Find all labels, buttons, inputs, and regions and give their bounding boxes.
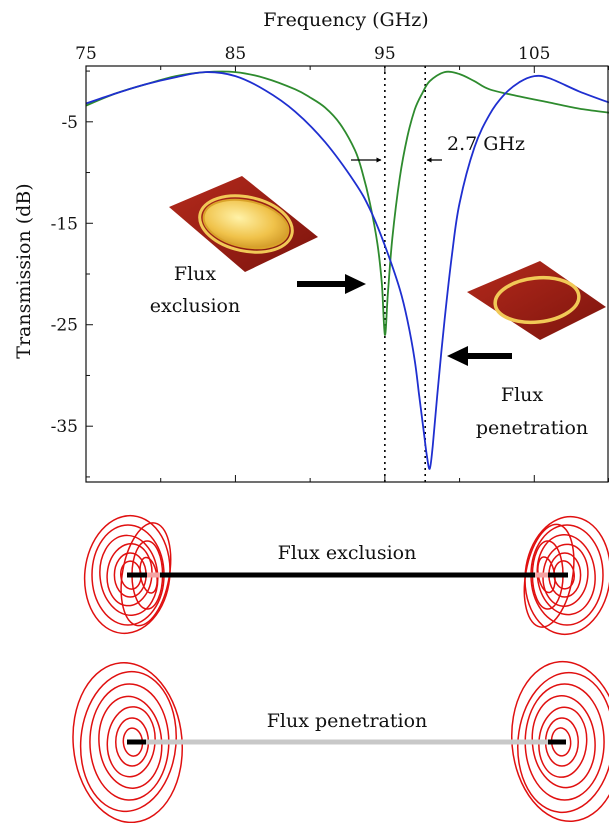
x-tick-label: 105 [518,44,550,64]
x-axis-title: Frequency (GHz) [263,9,428,31]
field-line-loop [120,522,172,627]
gold-ring [493,275,581,325]
flux-exclusion-inset: Flux exclusion [150,176,366,317]
resonance-marker-lines [384,66,427,482]
gold-disk [202,198,290,250]
field-line-loop [72,661,184,823]
transmission-chart: Frequency (GHz) Transmission (dB) 75 85 … [13,9,609,483]
field-line-loop [510,660,609,823]
plot-frame [85,65,609,483]
field-line-loop [99,534,159,616]
series-line-exclusion [85,70,609,336]
y-tick-label: -15 [51,214,78,234]
penetration-diagram-label: Flux penetration [267,710,428,732]
series-layer [85,70,609,470]
substrate-tile [467,261,606,340]
penetration-label-line1: Flux [501,384,543,406]
field-line-loop [536,534,596,616]
penetration-pointer-head [447,346,468,366]
separation-annotation: 2.7 GHz [351,133,525,163]
y-tick-label: -5 [61,113,78,133]
exclusion-diagram-label: Flux exclusion [278,542,417,564]
y-tick-label: -35 [51,417,78,437]
y-tick-labels: -5 -15 -25 -35 [51,113,78,437]
x-tick-labels: 75 85 95 105 [75,44,550,64]
x-tick-label: 75 [75,44,97,64]
tick-marks [85,66,609,482]
y-tick-label: -25 [51,316,78,336]
series-line-penetration [85,71,609,470]
penetration-label-line2: penetration [476,417,588,439]
field-line-loop [517,671,609,814]
exclusion-label-line2: exclusion [150,295,240,317]
exclusion-label-line1: Flux [174,263,216,285]
x-tick-label: 85 [225,44,247,64]
field-line-loop [79,670,177,813]
flux-penetration-inset: Flux penetration [447,261,606,439]
separation-label: 2.7 GHz [447,133,525,155]
y-axis-title: Transmission (dB) [13,183,35,358]
exclusion-pointer-head [345,274,366,294]
field-line-loop [523,523,575,628]
flux-penetration-diagram: Flux penetration [72,660,609,823]
x-tick-label: 95 [374,44,396,64]
gold-ring [198,194,294,254]
flux-exclusion-diagram: Flux exclusion [83,514,609,636]
